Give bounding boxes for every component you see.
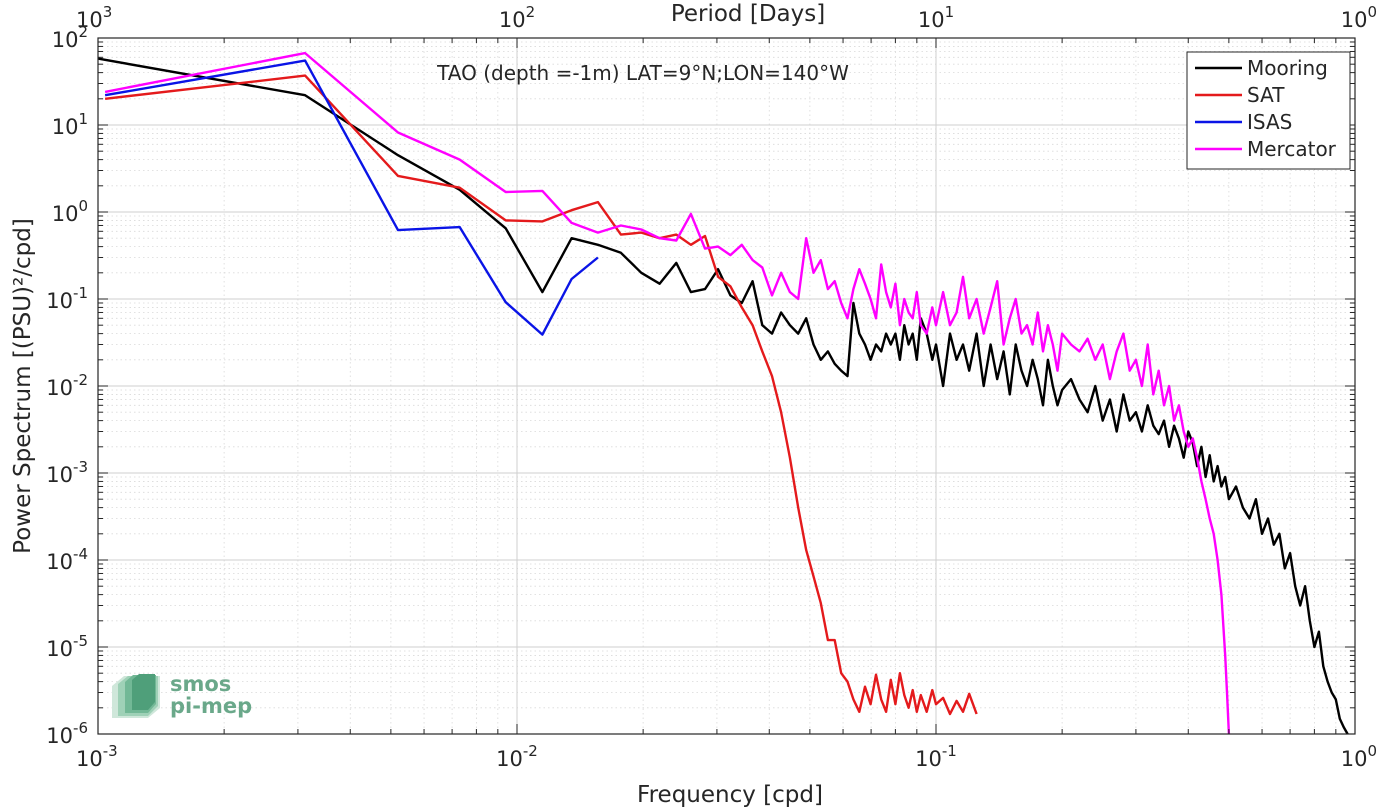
y-tick-label: 10-5 [46,632,88,661]
y-tick-label: 10-3 [46,458,88,487]
x-tick-label: 10-3 [76,742,118,771]
y-tick-label: 100 [52,197,88,226]
top-x-tick-label: 101 [918,3,954,32]
top-axis-title: Period [Days] [671,1,825,27]
chart-title: TAO (depth =-1m) LAT=9°N;LON=140°W [436,61,849,85]
y-tick-label: 10-4 [46,545,88,574]
y-axis-title: Power Spectrum [(PSU)²/cpd] [10,218,36,554]
legend: Mooring SAT ISAS Mercator [1186,51,1351,170]
tick-marks [97,37,1356,735]
x-tick-label: 10-2 [496,742,538,771]
top-x-tick-label: 103 [76,3,112,32]
x-tick-label: 10-1 [915,742,957,771]
series-line-mooring [97,57,1349,735]
logo-line1: smos [170,672,231,696]
y-tick-label: 10-6 [46,719,88,748]
x-tick-label: 100 [1341,742,1377,771]
x-axis-title: Frequency [cpd] [637,782,823,808]
y-tick-label: 10-1 [46,284,88,313]
series-lines [97,51,1349,735]
series-line-mercator [104,51,1231,735]
logo-mark-icon [112,674,160,718]
y-tick-label: 101 [52,110,88,139]
smos-pi-mep-logo: smos pi-mep [112,672,252,718]
legend-label-isas: ISAS [1247,110,1292,134]
legend-label-sat: SAT [1247,83,1285,107]
top-x-tick-label: 100 [1341,3,1377,32]
y-tick-label: 10-2 [46,371,88,400]
y-tick-label: 102 [52,23,88,52]
top-x-tick-label: 102 [499,3,535,32]
grid [97,37,1356,735]
series-line-isas [104,59,599,336]
legend-label-mercator: Mercator [1247,137,1337,161]
legend-label-mooring: Mooring [1247,56,1328,80]
logo-line2: pi-mep [170,694,252,718]
series-line-sat [104,74,978,716]
